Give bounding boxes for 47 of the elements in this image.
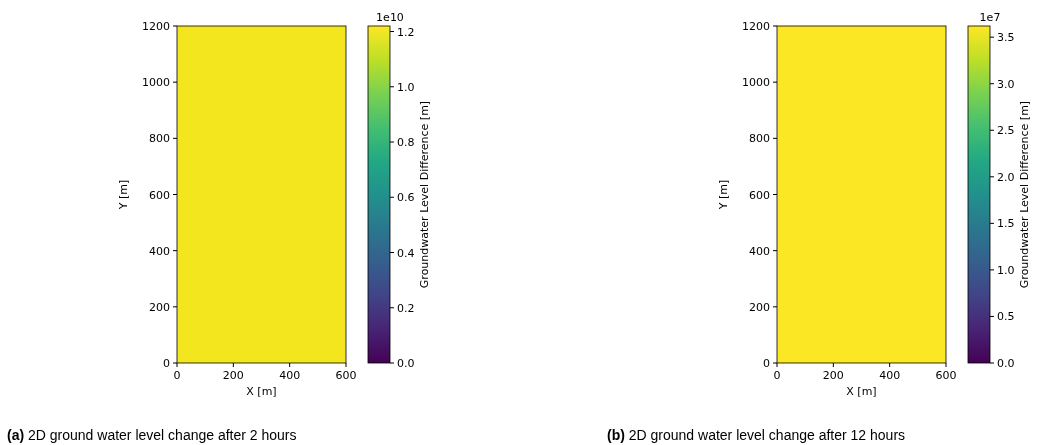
x-axis-title: X [m] (246, 385, 277, 398)
text: (a) 2D ground water level change after 2 hours (7, 427, 297, 443)
y-tick-label: 800 (749, 132, 770, 146)
x-tick-label: 0 (173, 369, 181, 382)
x-tick-label: 600 (335, 369, 357, 382)
y-tick-label: 0 (763, 357, 770, 370)
color-bar-label: 0.5 (997, 310, 1015, 324)
x-tick-label: 600 (935, 369, 957, 382)
y-tick-label: 600 (749, 188, 770, 202)
color-bar-title: Groundwater Level Difference [m] (1018, 100, 1031, 289)
text: (b) 2D ground water level change after 12 hours (607, 427, 906, 443)
x-tick-label: 0 (773, 369, 781, 382)
color-bar-label: 1.5 (997, 217, 1015, 231)
color-bar-label: 1.0 (997, 263, 1015, 277)
color-bar-label: 2.0 (997, 170, 1015, 184)
y-tick-label: 1000 (142, 76, 170, 90)
color-bar-label: 3.0 (997, 77, 1015, 91)
color-bar-label: 0.2 (397, 301, 415, 315)
color-bar-title: Groundwater Level Difference [m] (418, 100, 431, 289)
y-tick-label: 200 (149, 300, 170, 314)
y-tick-label: 0 (163, 357, 170, 370)
y-tick-label: 600 (149, 188, 170, 202)
color-bar-label: 0.6 (397, 191, 415, 205)
color-bar-label: 2.5 (997, 124, 1015, 138)
color-bar-label: 0.4 (397, 246, 415, 260)
color-bar-label: 1.0 (397, 80, 415, 94)
x-tick-label: 400 (279, 369, 301, 382)
text: 1e10 (376, 11, 404, 24)
x-tick-label: 200 (222, 369, 244, 382)
color-bar-label: 1.2 (397, 25, 415, 39)
y-axis-title: Y [m] (117, 179, 130, 211)
color-bar-label: 3.5 (997, 31, 1015, 45)
color-bar-label: 0.0 (397, 357, 415, 370)
y-tick-label: 400 (749, 244, 770, 258)
y-axis-title: Y [m] (717, 179, 730, 211)
y-tick-label: 1200 (742, 20, 770, 33)
text: 1e7 (979, 11, 1001, 24)
y-tick-label: 1200 (142, 20, 170, 33)
x-axis-title: X [m] (846, 385, 877, 398)
y-tick-label: 200 (749, 300, 770, 314)
y-tick-label: 1000 (742, 76, 770, 90)
x-tick-label: 200 (822, 369, 844, 382)
color-bar-label: 0.0 (997, 357, 1015, 370)
y-tick-label: 400 (149, 244, 170, 258)
color-bar-label: 0.8 (397, 136, 415, 150)
x-tick-label: 400 (879, 369, 901, 382)
y-tick-label: 800 (149, 132, 170, 146)
